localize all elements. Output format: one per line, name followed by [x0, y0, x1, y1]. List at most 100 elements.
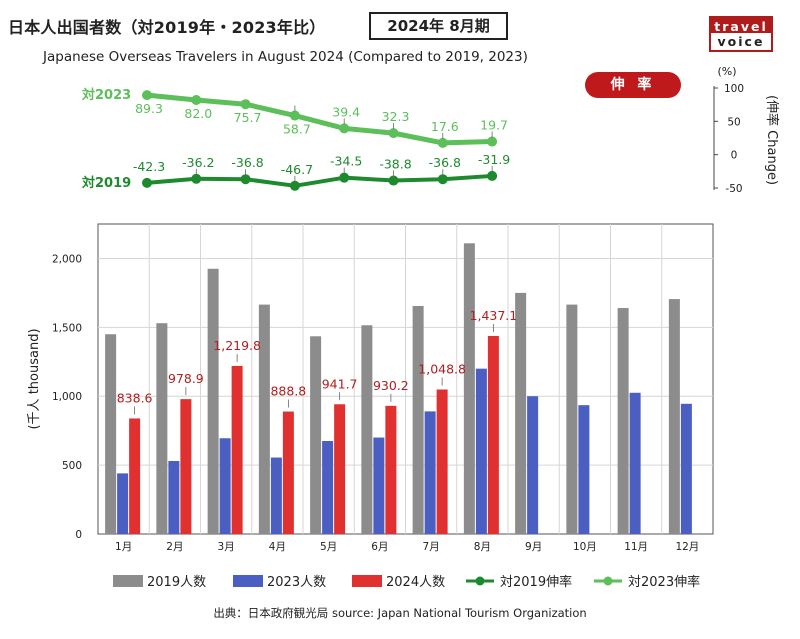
bar-category-label: 12月 — [675, 541, 699, 553]
visitors-bar-chart: 0 500 1,000 1,500 2,000 (千人 thousand) 1月 2月 3月 4月… — [27, 223, 714, 553]
bar-value-label: 1,219.8 — [213, 338, 261, 353]
bar-0 — [258, 304, 270, 534]
bar-0 — [668, 299, 680, 534]
bar-0 — [566, 304, 578, 534]
bar-category-label: 11月 — [624, 541, 648, 553]
bar-1 — [270, 457, 282, 534]
rate-value-label: 32.3 — [382, 109, 410, 124]
chart-subtitle: Japanese Overseas Travelers in August 20… — [43, 49, 528, 65]
chart-legend: 2019人数 2023人数 2024人数 対2019伸率 対2023伸率 — [113, 574, 700, 590]
rate-line-chart: -50 0 50 100 (%) (伸率 Change) 89.3 82.0 75.7 58.7 3… — [81, 65, 780, 195]
rate-value-label: -36.8 — [429, 155, 461, 170]
bar-2 — [180, 399, 192, 534]
bar-category-label: 4月 — [269, 541, 286, 553]
rate-point — [339, 123, 350, 134]
bar-2 — [282, 411, 294, 534]
rate-point — [437, 137, 448, 148]
rate-point — [289, 110, 300, 121]
bar-1 — [475, 368, 487, 534]
bar-2 — [334, 404, 346, 534]
bar-value-label: 930.2 — [373, 378, 409, 393]
rate-value-label: -42.3 — [133, 159, 165, 174]
bar-value-label: 941.7 — [322, 376, 358, 391]
legend-swatch — [113, 575, 143, 587]
legend-swatch — [352, 575, 382, 587]
bar-tick-label: 1,500 — [52, 322, 82, 334]
bar-2 — [129, 418, 141, 534]
bar-1 — [578, 405, 590, 534]
source-footer: 出典：日本政府観光局 source: Japan National Touris… — [213, 606, 587, 620]
bar-category-label: 7月 — [423, 541, 440, 553]
bar-1 — [373, 437, 385, 534]
bar-0 — [156, 323, 168, 534]
bar-category-label: 5月 — [320, 541, 337, 553]
rate-value-label: 39.4 — [332, 104, 360, 119]
rate-series-line — [146, 173, 493, 188]
rate-value-label: -34.5 — [330, 154, 362, 169]
rate-tick-label: 50 — [727, 116, 740, 128]
logo-line-voice: voice — [709, 33, 773, 52]
legend-swatch — [233, 575, 263, 587]
bar-2 — [487, 335, 499, 534]
rate-value-label: 58.7 — [283, 122, 311, 137]
bar-0 — [515, 292, 527, 534]
bar-0 — [105, 334, 117, 534]
rate-point — [191, 95, 202, 105]
legend-label: 2024人数 — [386, 575, 445, 590]
rate-value-label: -46.7 — [281, 162, 313, 177]
legend-label: 2023人数 — [267, 575, 326, 590]
legend-label: 対2019伸率 — [500, 574, 572, 590]
rate-point — [388, 128, 399, 139]
rate-value-label: -36.2 — [182, 155, 214, 170]
rate-point — [240, 174, 251, 185]
rate-value-label: 75.7 — [234, 110, 262, 125]
bar-category-label: 2月 — [166, 541, 183, 553]
bar-category-label: 6月 — [371, 541, 388, 553]
bar-tick-label: 2,000 — [52, 253, 82, 265]
rate-value-label: 19.7 — [480, 118, 508, 133]
rate-point — [191, 173, 202, 184]
bar-2 — [436, 389, 448, 534]
rate-value-label: 17.6 — [431, 119, 459, 134]
bar-1 — [527, 396, 539, 534]
legend-marker — [603, 576, 613, 586]
bar-category-label: 10月 — [573, 541, 597, 553]
legend-label: 対2023伸率 — [628, 574, 700, 590]
rate-point — [142, 90, 152, 101]
bar-1 — [219, 438, 231, 534]
bar-category-label: 3月 — [218, 541, 235, 553]
legend-label: 2019人数 — [147, 575, 206, 590]
bar-value-label: 1,437.1 — [470, 308, 518, 323]
rate-series-name: 対2019 — [81, 175, 131, 191]
bar-value-label: 888.8 — [270, 384, 306, 399]
rate-point — [289, 180, 300, 191]
rate-tick-label: -50 — [725, 183, 742, 195]
rate-point — [339, 172, 350, 183]
rate-point — [437, 174, 448, 185]
bar-2 — [231, 365, 243, 534]
bar-y-axis-label: (千人 thousand) — [27, 328, 42, 429]
rate-axis-label: (伸率 Change) — [764, 95, 780, 185]
rate-point — [388, 175, 399, 186]
rate-tick-label: 100 — [724, 83, 744, 95]
rate-tick-label: 0 — [731, 150, 738, 162]
bar-value-label: 838.6 — [117, 390, 153, 405]
bar-1 — [168, 460, 180, 534]
rate-value-label: 89.3 — [135, 101, 163, 116]
bar-0 — [617, 308, 629, 534]
logo-line-travel: travel — [709, 16, 773, 34]
bar-0 — [207, 268, 219, 534]
bar-1 — [424, 411, 436, 534]
rate-value-label: -36.8 — [231, 155, 263, 170]
bar-category-label: 8月 — [474, 541, 491, 553]
rate-point — [487, 170, 498, 181]
period-box: 2024年 8月期 — [369, 12, 508, 40]
bar-tick-label: 1,000 — [52, 391, 82, 403]
page-title: 日本人出国者数（対2019年・2023年比） — [8, 18, 326, 37]
bar-category-label: 1月 — [115, 541, 132, 553]
rate-series-line — [146, 92, 493, 146]
bar-0 — [310, 336, 322, 534]
bar-0 — [361, 325, 373, 534]
bar-tick-label: 0 — [75, 529, 82, 541]
rate-badge: 伸 率 — [585, 72, 681, 98]
